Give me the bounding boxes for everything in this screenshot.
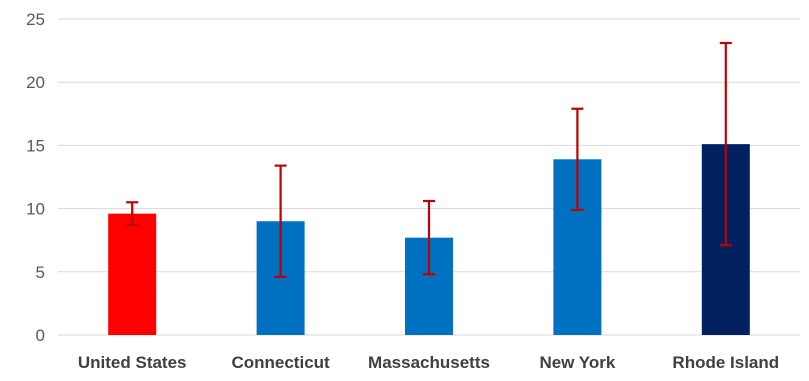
y-tick-label: 25: [26, 10, 45, 29]
x-category-label: Connecticut: [231, 353, 330, 372]
y-tick-label: 10: [26, 200, 45, 219]
error-bar: [423, 199, 435, 276]
error-bars: [126, 41, 732, 278]
x-category-label: New York: [539, 353, 615, 372]
bar: [108, 213, 157, 335]
x-axis-labels: United States Connecticut Massachusetts New…: [78, 353, 779, 372]
x-category-label: Massachusetts: [368, 353, 490, 372]
y-tick-label: 20: [26, 73, 45, 92]
error-bar: [274, 164, 287, 278]
error-bar: [719, 41, 732, 247]
error-bar: [571, 107, 584, 211]
y-axis-ticks: 0 5 10 15 20 25: [26, 10, 45, 345]
x-category-label: Rhode Island: [672, 353, 779, 372]
x-category-label: United States: [78, 353, 187, 372]
error-bar: [126, 201, 139, 227]
y-tick-label: 5: [36, 263, 45, 282]
y-tick-label: 0: [36, 326, 45, 345]
y-tick-label: 15: [26, 136, 45, 155]
